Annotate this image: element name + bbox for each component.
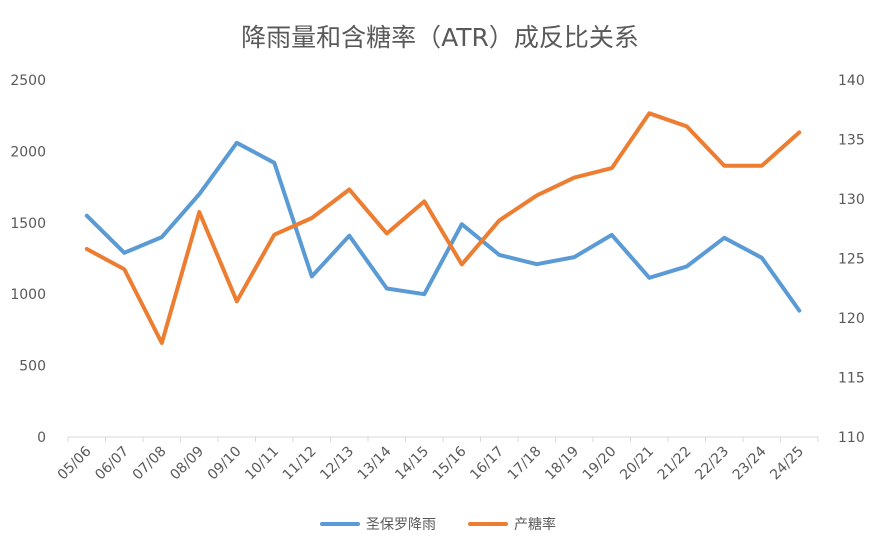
data-point (535, 262, 539, 266)
data-point (760, 164, 764, 168)
data-point (85, 214, 89, 218)
x-tick-label: 19/20 (580, 444, 620, 484)
x-tick-label: 11/12 (280, 444, 320, 484)
left-tick-label: 1500 (10, 216, 46, 232)
data-point (310, 216, 314, 220)
data-point (385, 232, 389, 236)
data-point (722, 236, 726, 240)
data-point (122, 267, 126, 271)
data-point (422, 292, 426, 296)
x-tick-label: 09/10 (205, 444, 245, 484)
data-point (572, 176, 576, 180)
data-point (797, 309, 801, 313)
left-axis: 0 500 1000 1500 2000 2500 (10, 73, 46, 446)
data-point (460, 222, 464, 226)
left-tick-label: 2000 (10, 144, 46, 160)
data-point (535, 193, 539, 197)
x-tick-label: 21/22 (655, 444, 695, 484)
x-tick-label: 06/07 (92, 444, 132, 484)
legend-label: 圣保罗降雨 (366, 517, 436, 533)
data-point (385, 286, 389, 290)
right-tick-label: 130 (838, 192, 865, 208)
right-tick-label: 115 (838, 371, 865, 387)
left-tick-label: 500 (19, 359, 46, 375)
x-tick-label: 12/13 (317, 444, 357, 484)
data-point (197, 210, 201, 214)
data-point (797, 130, 801, 134)
x-tick-label: 10/11 (242, 444, 282, 484)
x-tick-label: 22/23 (692, 444, 732, 484)
data-point (647, 111, 651, 115)
data-point (85, 247, 89, 251)
data-point (160, 235, 164, 239)
x-tick-label: 08/09 (167, 444, 207, 484)
plot-area (84, 111, 802, 345)
data-point (610, 166, 614, 170)
legend-label: 产糖率 (514, 516, 556, 533)
x-axis: 05/0606/0707/0808/0909/1010/1111/1212/13… (55, 437, 819, 484)
data-point (235, 141, 239, 145)
right-tick-label: 110 (838, 430, 865, 446)
x-tick-label: 15/16 (430, 443, 470, 483)
x-tick-label: 05/06 (55, 443, 95, 483)
left-tick-label: 2500 (10, 73, 46, 89)
right-tick-label: 140 (838, 73, 865, 89)
data-point (347, 187, 351, 191)
right-tick-label: 135 (838, 133, 865, 149)
series-line-1 (84, 140, 802, 313)
data-point (685, 124, 689, 128)
series-line-2 (84, 111, 802, 345)
data-point (647, 276, 651, 280)
x-tick-label: 23/24 (730, 443, 770, 483)
left-tick-label: 1000 (10, 287, 46, 303)
right-axis: 110 115 120 125 130 135 140 (838, 73, 865, 446)
x-tick-label: 20/21 (617, 444, 657, 484)
data-point (347, 234, 351, 238)
left-tick-label: 0 (37, 430, 46, 446)
data-point (197, 192, 201, 196)
right-tick-label: 120 (838, 311, 865, 327)
data-point (497, 253, 501, 257)
data-point (497, 218, 501, 222)
data-point (235, 299, 239, 303)
data-point (722, 164, 726, 168)
x-tick-label: 18/19 (542, 444, 582, 484)
x-tick-label: 24/25 (767, 444, 807, 484)
x-tick-label: 14/15 (392, 444, 432, 484)
data-point (422, 199, 426, 203)
data-point (572, 255, 576, 259)
data-point (272, 233, 276, 237)
data-point (122, 251, 126, 255)
data-point (610, 233, 614, 237)
legend: 圣保罗降雨 产糖率 (320, 516, 556, 533)
data-point (460, 262, 464, 266)
x-tick-label: 16/17 (467, 444, 507, 484)
data-point (685, 264, 689, 268)
x-tick-label: 13/14 (355, 443, 395, 483)
data-point (310, 274, 314, 278)
x-tick-label: 07/08 (130, 444, 170, 484)
right-tick-label: 125 (838, 252, 865, 268)
x-tick-label: 17/18 (505, 444, 545, 484)
data-point (160, 341, 164, 345)
data-point (760, 256, 764, 260)
chart-title: 降雨量和含糖率（ATR）成反比关系 (241, 23, 639, 52)
data-point (272, 161, 276, 165)
